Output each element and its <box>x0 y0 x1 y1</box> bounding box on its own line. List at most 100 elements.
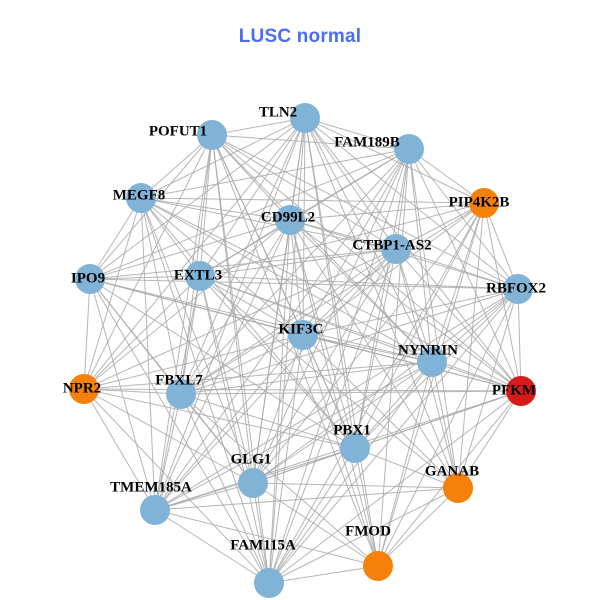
graph-edge <box>89 278 433 363</box>
node-layer <box>69 103 536 598</box>
graph-edge <box>457 202 485 489</box>
graph-edge <box>154 361 433 511</box>
graph-edge <box>154 482 254 511</box>
graph-edge <box>83 361 433 390</box>
graph-edge <box>268 361 433 584</box>
graph-node-glg1[interactable] <box>238 468 268 498</box>
graph-edge <box>140 197 254 484</box>
graph-edge <box>395 148 410 250</box>
graph-edge <box>211 134 270 584</box>
graph-edge <box>302 248 397 336</box>
edge-layer <box>83 117 522 584</box>
graph-edge <box>431 361 522 392</box>
graph-edge <box>517 288 522 392</box>
graph-node-rbfox2[interactable] <box>503 274 533 304</box>
graph-edge <box>154 117 306 511</box>
graph-edge <box>140 197 356 449</box>
graph-edge <box>199 275 459 489</box>
graph-edge <box>302 148 410 336</box>
graph-edge <box>154 390 522 511</box>
graph-edge <box>180 393 254 484</box>
graph-edge <box>304 117 485 204</box>
graph-edge <box>268 248 397 584</box>
graph-edge <box>180 393 356 449</box>
graph-edge <box>431 288 519 363</box>
graph-edge <box>89 275 201 280</box>
graph-node-cd99l2[interactable] <box>275 205 305 235</box>
graph-edge <box>83 278 91 390</box>
graph-edge <box>140 134 213 199</box>
graph-node-pofut1[interactable] <box>197 120 227 150</box>
graph-edge <box>408 148 433 363</box>
graph-edge <box>199 275 522 392</box>
graph-edge <box>289 202 485 221</box>
graph-node-pfkm[interactable] <box>506 376 536 406</box>
graph-edge <box>180 334 304 395</box>
page-title: LUSC normal <box>238 26 362 47</box>
graph-edge <box>211 134 522 392</box>
graph-edge <box>89 248 397 280</box>
graph-node-nynrin[interactable] <box>417 347 447 377</box>
graph-edge <box>304 117 410 150</box>
graph-edge <box>395 202 485 250</box>
graph-edge <box>408 148 522 392</box>
graph-edge <box>289 219 433 363</box>
graph-edge <box>154 288 519 511</box>
graph-edge <box>395 248 433 363</box>
graph-node-pbx1[interactable] <box>340 433 370 463</box>
graph-edge <box>199 248 397 277</box>
graph-edge <box>457 288 519 489</box>
graph-edge <box>211 134 379 567</box>
graph-node-tmem185a[interactable] <box>140 495 170 525</box>
graph-edge <box>268 390 522 584</box>
graph-edge <box>289 219 522 392</box>
graph-edge <box>252 202 485 484</box>
graph-edge <box>302 334 522 392</box>
graph-node-extl3[interactable] <box>185 261 215 291</box>
graph-edge <box>252 482 270 584</box>
graph-edge <box>140 197 201 277</box>
graph-edge <box>268 334 304 584</box>
graph-node-fam115a[interactable] <box>254 568 284 598</box>
graph-edge <box>268 447 356 584</box>
graph-node-kif3c[interactable] <box>288 320 318 350</box>
graph-edge <box>140 197 485 204</box>
graph-edge <box>252 334 304 484</box>
graph-node-tln2[interactable] <box>290 103 320 133</box>
graph-edge <box>140 197 156 511</box>
graph-edge <box>431 361 459 489</box>
graph-node-fbxl7[interactable] <box>166 379 196 409</box>
graph-edge <box>408 148 485 204</box>
graph-edge <box>199 275 356 449</box>
graph-node-fmod[interactable] <box>363 551 393 581</box>
graph-edge <box>268 148 410 584</box>
graph-node-npr2[interactable] <box>69 374 99 404</box>
graph-edge <box>289 219 304 336</box>
graph-edge <box>354 447 379 567</box>
graph-edge <box>268 219 291 584</box>
graph-edge <box>483 202 519 290</box>
graph-edge <box>302 334 433 363</box>
graph-edge <box>83 388 254 484</box>
graph-edge <box>83 334 304 390</box>
graph-edge <box>252 447 356 484</box>
graph-node-ganab[interactable] <box>443 473 473 503</box>
graph-node-ipo9[interactable] <box>75 264 105 294</box>
graph-edge <box>83 388 156 511</box>
graph-edge <box>377 487 459 567</box>
graph-edge <box>377 361 433 567</box>
graph-node-pip4k2b[interactable] <box>469 188 499 218</box>
graph-node-fam189b[interactable] <box>394 134 424 164</box>
graph-edge <box>211 134 519 290</box>
graph-edge <box>83 248 397 390</box>
graph-edge <box>252 219 291 484</box>
graph-edge <box>268 117 306 584</box>
graph-edge <box>211 134 410 150</box>
graph-edge <box>395 248 519 290</box>
graph-node-ctbp1-as2[interactable] <box>381 234 411 264</box>
graph-edge <box>83 388 522 392</box>
graph-node-megf8[interactable] <box>126 183 156 213</box>
graph-edge <box>154 248 397 511</box>
graph-edge <box>89 197 142 280</box>
graph-edge <box>302 334 459 489</box>
